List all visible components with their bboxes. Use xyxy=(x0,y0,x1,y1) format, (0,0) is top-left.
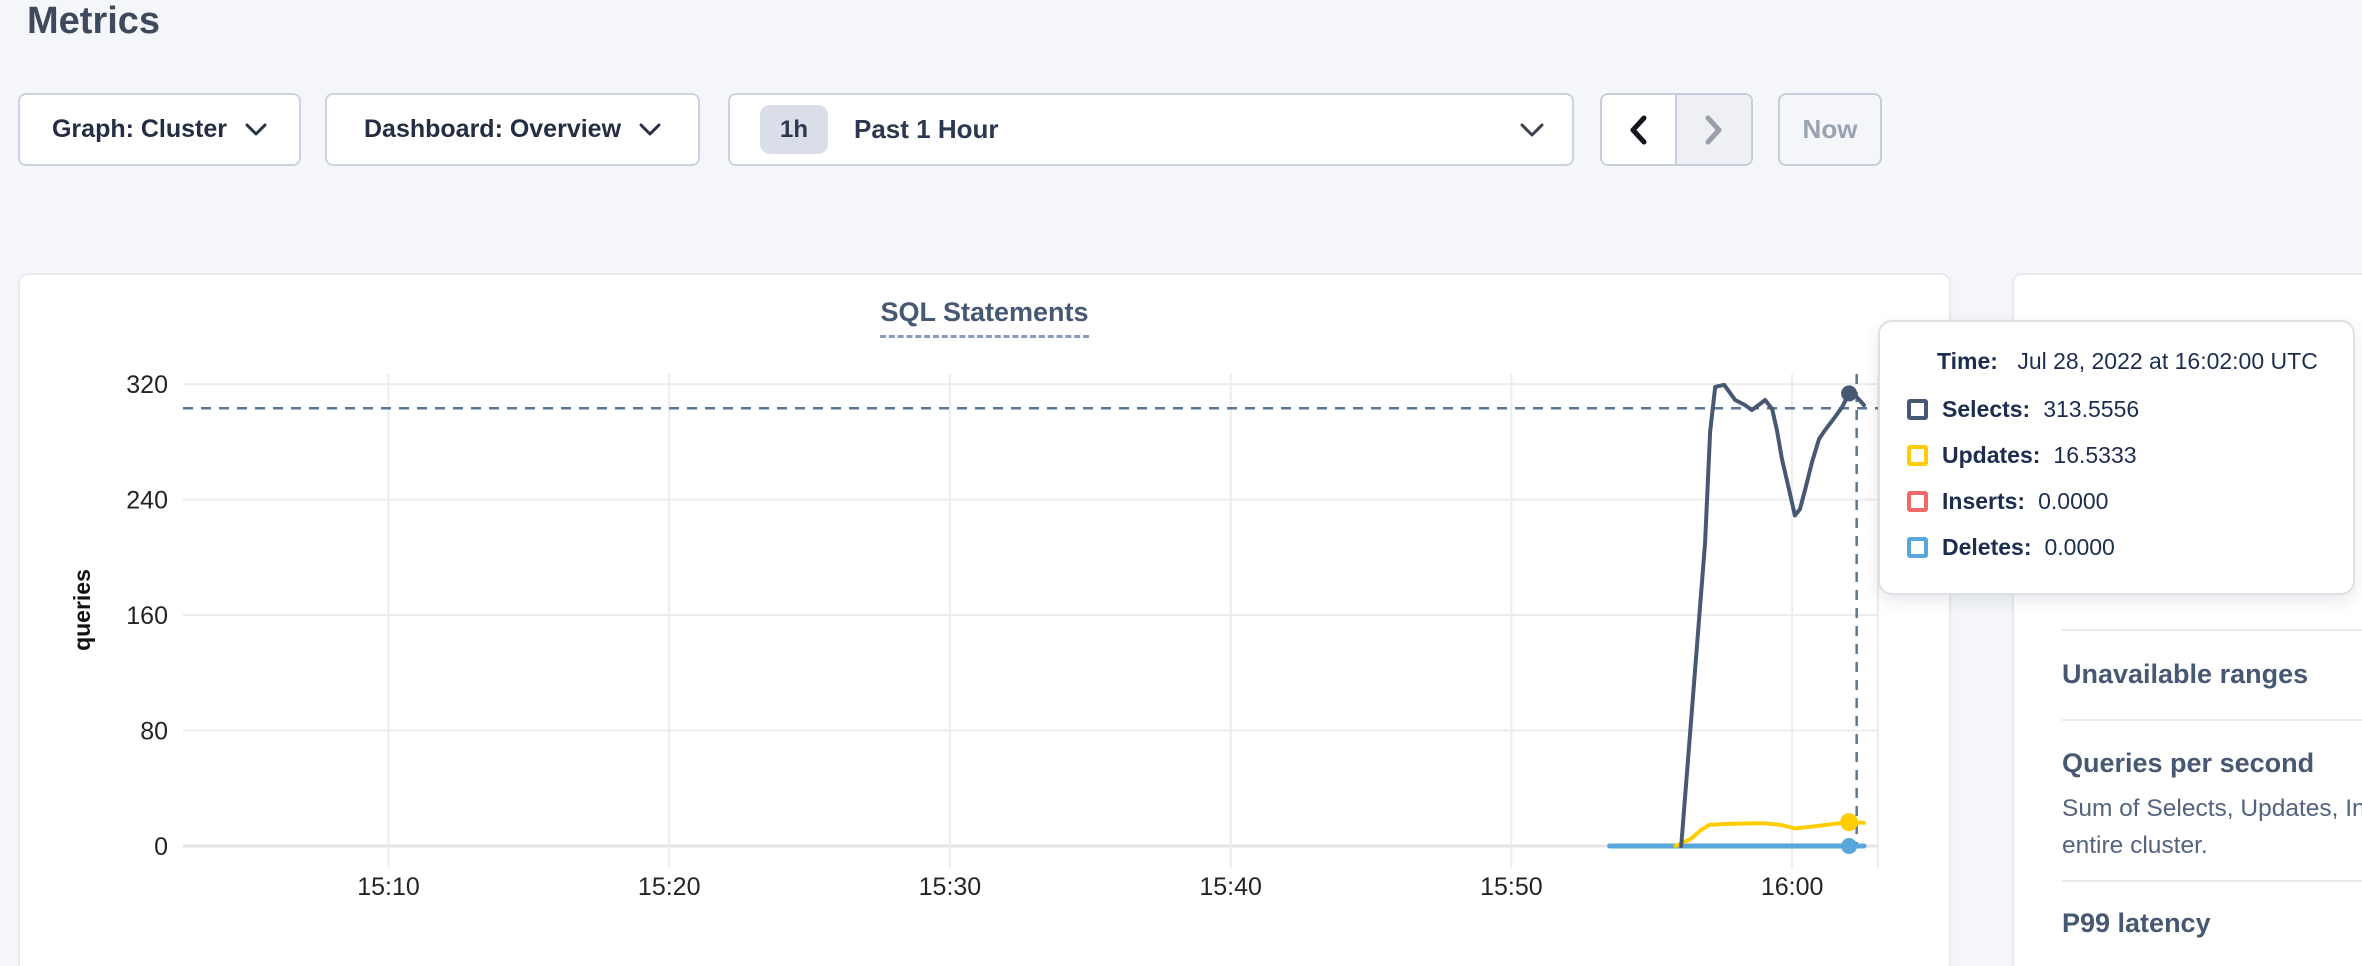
now-button[interactable]: Now xyxy=(1778,93,1882,166)
tooltip-row-inserts: Inserts: 0.0000 xyxy=(1907,488,2327,515)
tooltip-deletes-value: 0.0000 xyxy=(2044,534,2115,560)
chart-axis-labels: 0 80 160 240 320 15:10 15:20 15:30 15:40 15:50 16:… xyxy=(126,371,1823,901)
svg-text:15:10: 15:10 xyxy=(357,873,420,901)
hover-dot-updates xyxy=(1840,813,1859,832)
selects-series-swatch-icon xyxy=(1907,399,1928,420)
svg-text:15:30: 15:30 xyxy=(919,873,982,901)
chart-gridlines xyxy=(183,374,1879,868)
time-range-label: Past 1 Hour xyxy=(854,114,999,144)
chevron-right-icon xyxy=(1705,115,1722,144)
sidebar-divider xyxy=(2062,629,2362,631)
sidebar-item-p99-latency: P99 latency xyxy=(2062,908,2211,938)
dashboard-dropdown[interactable]: Dashboard: Overview xyxy=(325,93,700,166)
updates-series-swatch-icon xyxy=(1907,445,1928,466)
time-step-buttons xyxy=(1600,93,1753,166)
chart-hover-dots xyxy=(1840,385,1859,854)
chevron-down-icon xyxy=(1520,123,1544,136)
chart-hover-tooltip: Time: Jul 28, 2022 at 16:02:00 UTC Selec… xyxy=(1878,320,2355,595)
series-line-updates xyxy=(1673,820,1866,848)
svg-text:320: 320 xyxy=(126,371,168,399)
sql-statements-chart-card: SQL Statements 0 80 160 240 320 15:10 15:20 15:… xyxy=(18,273,1951,966)
tooltip-row-updates: Updates: 16.5333 xyxy=(1907,442,2327,469)
sidebar-divider xyxy=(2062,719,2362,721)
tooltip-updates-label: Updates: xyxy=(1942,442,2041,468)
deletes-series-swatch-icon xyxy=(1907,537,1928,558)
time-range-dropdown[interactable]: 1h Past 1 Hour xyxy=(728,93,1574,166)
tooltip-row-deletes: Deletes: 0.0000 xyxy=(1907,534,2327,561)
inserts-series-swatch-icon xyxy=(1907,491,1928,512)
tooltip-selects-value: 313.5556 xyxy=(2043,396,2140,422)
sidebar-item-queries-per-second-description: Sum of Selects, Updates, Inserts and Del… xyxy=(2062,795,2362,859)
sql-statements-chart-plot[interactable]: 0 80 160 240 320 15:10 15:20 15:30 15:40 15:50 16:… xyxy=(20,275,1953,966)
chevron-down-icon xyxy=(639,123,661,136)
svg-text:160: 160 xyxy=(126,602,168,630)
chart-series-lines xyxy=(1607,382,1867,849)
dashboard-dropdown-label: Dashboard: Overview xyxy=(363,115,622,143)
series-line-selects xyxy=(1679,382,1866,848)
tooltip-inserts-label: Inserts: xyxy=(1942,488,2026,514)
svg-text:15:20: 15:20 xyxy=(638,873,701,901)
tooltip-selects-label: Selects: xyxy=(1942,396,2031,422)
svg-text:15:50: 15:50 xyxy=(1480,873,1543,901)
chevron-down-icon xyxy=(245,123,267,136)
sidebar-item-queries-per-second: Queries per second xyxy=(2062,748,2315,778)
page-title: Metrics xyxy=(27,0,161,42)
tooltip-row-selects: Selects: 313.5556 xyxy=(1907,396,2327,423)
previous-time-window-button[interactable] xyxy=(1602,95,1677,164)
tooltip-time-row: Time: Jul 28, 2022 at 16:02:00 UTC xyxy=(1937,348,2327,375)
svg-text:15:40: 15:40 xyxy=(1199,873,1262,901)
svg-text:80: 80 xyxy=(140,718,168,746)
tooltip-time-value: Jul 28, 2022 at 16:02:00 UTC xyxy=(2017,348,2318,374)
svg-text:16:00: 16:00 xyxy=(1761,873,1824,901)
tooltip-inserts-value: 0.0000 xyxy=(2038,488,2109,514)
svg-text:0: 0 xyxy=(154,833,168,861)
tooltip-updates-value: 16.5333 xyxy=(2053,442,2137,468)
sidebar-divider xyxy=(2062,880,2362,882)
hover-dot-deletes xyxy=(1841,838,1858,854)
tooltip-time-label: Time: xyxy=(1937,348,1998,374)
tooltip-deletes-label: Deletes: xyxy=(1942,534,2032,560)
y-axis-label: queries xyxy=(69,569,95,651)
next-time-window-button[interactable] xyxy=(1676,95,1751,164)
graph-dropdown-label: Graph: Cluster xyxy=(51,115,228,143)
graph-dropdown[interactable]: Graph: Cluster xyxy=(18,93,301,166)
chart-title-wrap: SQL Statements xyxy=(20,297,1949,338)
hover-dot-selects xyxy=(1841,385,1858,402)
chart-title[interactable]: SQL Statements xyxy=(880,297,1089,338)
time-range-badge: 1h xyxy=(760,105,828,154)
sidebar-item-unavailable-ranges: Unavailable ranges xyxy=(2062,659,2309,689)
chart-crosshair xyxy=(183,374,1878,846)
chevron-left-icon xyxy=(1630,115,1647,144)
svg-text:240: 240 xyxy=(126,487,168,515)
